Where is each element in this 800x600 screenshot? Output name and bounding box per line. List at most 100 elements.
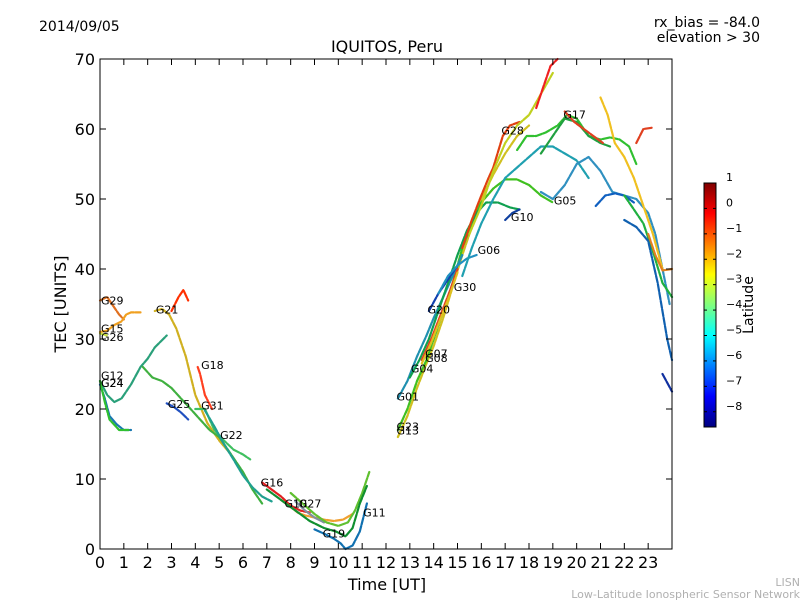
prn-label-G28: G28	[501, 124, 524, 137]
colorbar-tick-label: 0	[726, 196, 733, 209]
y-tick-label: 20	[75, 400, 95, 419]
prn-label-G27: G27	[299, 498, 322, 511]
series-G26	[98, 332, 109, 337]
colorbar-tick-label: −7	[726, 374, 742, 387]
series-G30	[437, 253, 478, 295]
prn-label-G19: G19	[323, 528, 346, 541]
x-tick-label: 23	[638, 553, 658, 572]
prn-label-G25: G25	[168, 398, 191, 411]
prn-label-G08: G08	[425, 352, 448, 365]
prn-label-G15: G15	[101, 323, 124, 336]
y-tick-label: 10	[75, 470, 95, 489]
series-G17b	[539, 117, 612, 155]
y-tick-label: 60	[75, 120, 95, 139]
colorbar-tick-label: −1	[726, 222, 742, 235]
series-G05b	[594, 192, 636, 208]
prn-label-G18: G18	[201, 359, 224, 372]
prn-label-G11: G11	[363, 507, 386, 520]
colorbar-tick-label: −5	[726, 324, 742, 337]
x-tick-label: 16	[471, 553, 491, 572]
series-G31	[194, 407, 252, 461]
series-G18	[141, 365, 264, 505]
x-tick-label: 11	[352, 553, 372, 572]
x-tick-label: 13	[400, 553, 420, 572]
y-tick-label: 70	[75, 50, 95, 69]
prn-label-G29: G29	[101, 295, 124, 308]
series-G12	[98, 334, 168, 404]
prn-label-G31: G31	[201, 400, 224, 413]
y-tick-label: 50	[75, 190, 95, 209]
x-tick-label: 9	[309, 553, 319, 572]
series-G09	[599, 96, 664, 271]
series-G08	[420, 271, 459, 365]
y-tick-label: 0	[85, 540, 95, 559]
prn-label-G12: G12	[101, 369, 124, 382]
prn-label-G10: G10	[511, 211, 534, 224]
prn-label-G24: G24	[101, 377, 124, 390]
prn-label-G01: G01	[397, 390, 420, 403]
prn-label-G06: G06	[478, 244, 501, 257]
y-tick-label: 40	[75, 260, 95, 279]
colorbar-tick-label: 1	[726, 171, 733, 184]
series-G24b	[98, 379, 130, 432]
series-G06	[461, 145, 590, 278]
footer-org: LISN	[775, 576, 800, 589]
colorbar-tick-label: −6	[726, 349, 742, 362]
x-tick-label: 18	[519, 553, 539, 572]
x-tick-label: 22	[614, 553, 634, 572]
series-G29	[98, 295, 125, 321]
y-axis-label: TEC [UNITS]	[51, 256, 70, 354]
series-G05	[539, 155, 671, 306]
series-G07	[420, 267, 459, 362]
series-G28c	[535, 57, 559, 110]
colorbar-tick-label: −2	[726, 247, 742, 260]
x-tick-label: 8	[286, 553, 296, 572]
x-tick-label: 10	[328, 553, 348, 572]
series-G18b	[196, 365, 214, 411]
x-tick-label: 15	[447, 553, 467, 572]
y-axis: 0 10 20 30 40 50 60 70	[75, 50, 672, 559]
x-tick-label: 4	[190, 553, 200, 572]
series-G10b	[504, 208, 521, 222]
x-tick-label: 7	[262, 553, 272, 572]
y-tick-label: 30	[75, 330, 95, 349]
prn-label-G07: G07	[425, 348, 448, 361]
colorbar-tick-label: −4	[726, 298, 742, 311]
prn-label-G23: G23	[397, 421, 420, 434]
series-G17	[515, 113, 638, 166]
series-G17c	[563, 110, 605, 145]
x-tick-label: 3	[166, 553, 176, 572]
x-tick-label: 19	[543, 553, 563, 572]
x-tick-label: 1	[119, 553, 129, 572]
prn-label-G22: G22	[220, 429, 243, 442]
x-tick-label: 12	[376, 553, 396, 572]
prn-label-G17: G17	[563, 108, 586, 121]
series-G14	[635, 126, 655, 145]
prn-label-G13: G13	[397, 425, 420, 438]
series-G03	[623, 194, 674, 299]
x-tick-label: 0	[95, 553, 105, 572]
colorbar-ticks: 1 0 −1 −2 −3 −4 −5 −6 −7 −8	[704, 171, 742, 413]
chart-title: IQUITOS, Peru	[331, 37, 443, 56]
x-tick-label: 17	[495, 553, 515, 572]
colorbar-tick-label: −8	[726, 400, 742, 413]
series-G28	[461, 120, 521, 250]
x-tick-label: 6	[238, 553, 248, 572]
elevation-label: elevation > 30	[657, 30, 760, 46]
colorbar-label: Latitude	[741, 276, 757, 334]
series-G27	[294, 500, 326, 524]
series-G04	[408, 201, 521, 379]
series-G01	[396, 253, 464, 400]
prn-label-G30: G30	[454, 281, 477, 294]
series-G21b	[170, 288, 190, 313]
series-G16	[261, 481, 311, 514]
date-label: 2014/09/05	[39, 19, 120, 35]
colorbar-tick-label: −3	[726, 273, 742, 286]
series-G15	[98, 311, 142, 334]
prn-label-G04: G04	[411, 362, 434, 375]
prn-label-G16: G16	[261, 477, 284, 490]
prn-label-G20: G20	[428, 304, 451, 317]
x-tick-label: 2	[143, 553, 153, 572]
x-tick-label: 20	[566, 553, 586, 572]
